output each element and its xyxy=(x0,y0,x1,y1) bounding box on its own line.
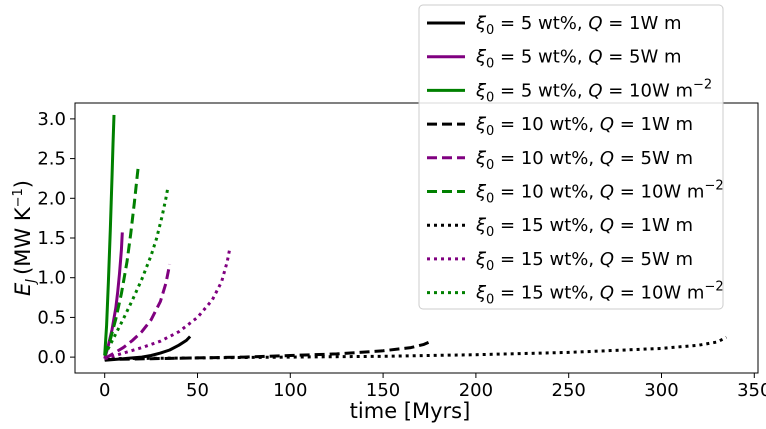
y-tick-label: 2.0 xyxy=(37,188,66,209)
legend-label-2: ξ0 = 5 wt%, Q = 5W m xyxy=(475,47,682,72)
x-tick-label: 50 xyxy=(186,380,209,401)
x-tick-label: 0 xyxy=(99,380,110,401)
y-label-sub: J xyxy=(24,279,39,286)
legend-label-4: ξ0 = 10 wt%, Q = 1W m xyxy=(475,114,693,139)
y-tick-label: 1.0 xyxy=(37,268,66,289)
y-axis-label: EJ (MW K−1) xyxy=(11,180,39,296)
series-line-5 xyxy=(103,263,172,360)
y-tick-label: 0.5 xyxy=(37,307,66,328)
legend-label-6: ξ0 = 10 wt%, Q = 10W m−2 xyxy=(475,179,724,207)
series-line-9 xyxy=(103,187,170,357)
y-label-unit-close: ) xyxy=(11,180,35,188)
series-line-3 xyxy=(103,114,116,356)
x-tick-label: 100 xyxy=(273,380,307,401)
series-line-7 xyxy=(104,335,728,361)
y-tick-label: 1.5 xyxy=(37,228,66,249)
legend-items: ξ0 = 5 wt%, Q = 1W m ξ0 = 5 wt%, Q = 5W m… xyxy=(427,13,724,308)
series-line-6 xyxy=(103,167,140,356)
legend: ξ0 = 5 wt%, Q = 1W m ξ0 = 5 wt%, Q = 5W m… xyxy=(418,4,724,310)
x-axis-label: time [Myrs] xyxy=(350,399,471,423)
series-layer xyxy=(103,114,728,362)
series-line-4 xyxy=(104,340,431,361)
y-label-unit-exp: −1 xyxy=(11,188,26,207)
y-tick-label: 2.5 xyxy=(37,149,66,170)
x-axis: 0 50 100 150 200 250 300 350 xyxy=(99,373,766,401)
legend-label-1: ξ0 = 5 wt%, Q = 1W m xyxy=(475,13,682,38)
legend-label-7: ξ0 = 15 wt%, Q = 1W m xyxy=(475,215,693,240)
y-label-unit: (MW K xyxy=(11,206,35,275)
legend-box xyxy=(418,4,724,310)
x-tick-label: 200 xyxy=(459,380,493,401)
x-tick-label: 150 xyxy=(366,380,400,401)
x-tick-label: 350 xyxy=(737,380,766,401)
y-tick-label: 3.0 xyxy=(37,109,66,130)
legend-label-5: ξ0 = 10 wt%, Q = 5W m xyxy=(475,148,693,173)
x-tick-label: 300 xyxy=(644,380,678,401)
legend-label-9: ξ0 = 15 wt%, Q = 10W m−2 xyxy=(475,280,724,308)
legend-label-3: ξ0 = 5 wt%, Q = 10W m−2 xyxy=(475,77,712,105)
legend-label-8: ξ0 = 15 wt%, Q = 5W m xyxy=(475,249,693,274)
y-axis: 0.0 0.5 1.0 1.5 2.0 2.5 3.0 xyxy=(37,109,75,368)
series-line-8 xyxy=(104,247,232,361)
y-tick-label: 0.0 xyxy=(37,347,66,368)
x-tick-label: 250 xyxy=(552,380,586,401)
y-label-main: E xyxy=(11,282,35,296)
series-line-2 xyxy=(103,232,124,360)
